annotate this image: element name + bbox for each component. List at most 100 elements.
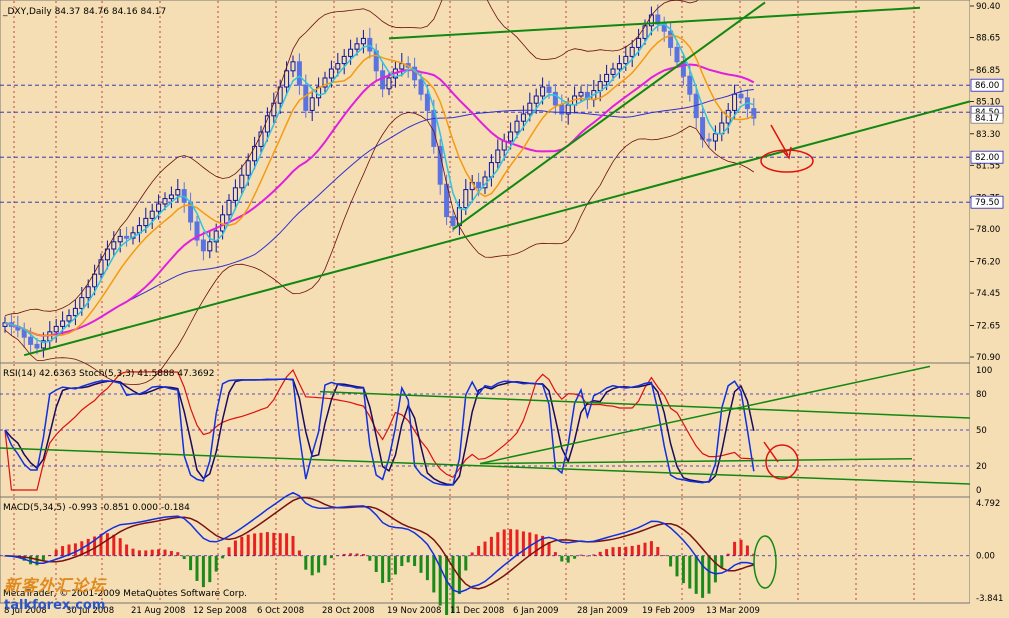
macd-histogram-bar — [688, 555, 692, 589]
macd-histogram-bar — [35, 555, 39, 566]
macd-histogram-bar — [176, 552, 180, 556]
macd-histogram-bar — [739, 539, 743, 556]
candle-body — [463, 189, 469, 209]
macd-histogram-bar — [464, 555, 468, 571]
candle-body — [687, 75, 693, 95]
rsi-line — [4, 368, 754, 491]
candle-body — [98, 259, 104, 275]
macd-histogram-bar — [150, 549, 154, 556]
macd-histogram-bar — [22, 555, 26, 561]
rsi-trend-line — [319, 390, 971, 419]
candle-body — [271, 102, 277, 117]
macd-histogram-bar — [406, 555, 410, 563]
level-tag-box — [970, 150, 1004, 164]
macd-histogram-bar — [509, 529, 513, 556]
candle-body — [636, 37, 642, 48]
price-tick-label: 72.65 — [976, 322, 1000, 332]
macd-histogram-bar — [489, 536, 493, 556]
macd-histogram-bar — [611, 547, 615, 556]
candle-body — [341, 55, 347, 65]
macd-histogram-bar — [278, 533, 282, 556]
macd-histogram-bar — [329, 555, 333, 559]
macd-histogram-bar — [73, 543, 77, 556]
candle-body — [527, 102, 533, 115]
candle-body — [520, 113, 526, 122]
candle-body — [399, 63, 405, 70]
macd-histogram-bar — [579, 554, 583, 556]
candle-body — [124, 235, 130, 239]
macd-histogram-bar — [265, 532, 269, 556]
candle-body — [175, 189, 181, 196]
macd-histogram-bar — [669, 555, 673, 567]
candle-body — [34, 343, 40, 349]
macd-histogram-bar — [105, 533, 109, 556]
macd-histogram-bar — [521, 531, 525, 556]
axis-labels: 90.4088.6586.8585.1083.3081.5579.7578.00… — [4, 2, 1003, 616]
macd-tick-label: 0.00 — [976, 552, 995, 562]
candle-body — [303, 84, 309, 111]
rsi-trend-line — [479, 365, 931, 465]
candle-body — [712, 133, 718, 142]
macd-histogram-bar — [67, 544, 71, 556]
candle-body — [284, 70, 290, 88]
macd-histogram-bar — [483, 541, 487, 556]
macd-histogram-bar — [637, 544, 641, 556]
date-tick-label: 30 Jul 2008 — [66, 606, 114, 616]
candle-body — [104, 248, 110, 261]
date-tick-label: 12 Sep 2008 — [193, 606, 247, 616]
trend-top-line — [388, 6, 921, 40]
candle-body — [700, 117, 706, 140]
rsi-label: RSI(14) 42.6363 Stoch(5,3,3) 41.5888 47.… — [3, 369, 215, 379]
current-price-box — [970, 112, 1004, 124]
candle-body — [437, 145, 443, 185]
macd-histogram-bar — [701, 555, 705, 598]
date-tick-label: 28 Oct 2008 — [322, 606, 375, 616]
macd-histogram-bar — [29, 555, 33, 565]
macd-histogram-bar — [675, 555, 679, 577]
rsi-tick-label: 20 — [976, 462, 987, 472]
candle-body — [117, 235, 123, 243]
candle-body — [738, 93, 744, 99]
macd-histogram-bar — [400, 555, 404, 567]
macd-histogram-bar — [726, 553, 730, 556]
date-tick-label: 11 Dec 2008 — [450, 606, 504, 616]
chart-header: _DXY,Daily 84.37 84.76 84.16 84.17 — [2, 7, 166, 17]
date-tick-label: 21 Aug 2008 — [131, 606, 185, 616]
macd-histogram-bar — [304, 555, 308, 570]
macd-histogram-bar — [291, 535, 295, 556]
macd-histogram-bar — [662, 555, 666, 556]
candle-body — [610, 68, 616, 75]
candle-body — [85, 286, 91, 299]
candle-body — [706, 138, 712, 142]
macd-histogram-bar — [605, 549, 609, 556]
macd-histogram-bar — [137, 550, 141, 556]
macd-histogram-bar — [598, 551, 602, 556]
candle-body — [367, 37, 373, 52]
macd-histogram-bar — [733, 541, 737, 556]
macd-histogram-bar — [547, 541, 551, 556]
candle-body — [546, 86, 552, 93]
date-tick-label: 8 Jul 2008 — [4, 606, 47, 616]
macd-histogram-bar — [438, 555, 442, 606]
trend-rising-line — [452, 1, 766, 231]
macd-histogram-bar — [317, 555, 321, 573]
candle-body — [245, 160, 251, 176]
macd-histogram-bar — [285, 533, 289, 556]
macd-histogram-bar — [189, 555, 193, 571]
candle-body — [309, 97, 315, 111]
macd-histogram-bar — [720, 555, 724, 568]
candle-body — [213, 230, 219, 243]
candle-body — [149, 210, 155, 219]
moving-averages — [4, 0, 755, 386]
candle-body — [655, 14, 661, 25]
candle-body — [559, 104, 565, 115]
macd-histogram-bar — [214, 555, 218, 572]
candle-body — [92, 273, 98, 288]
macd-signal-line — [4, 496, 754, 590]
macd-histogram-bar — [112, 534, 116, 556]
candle-body — [533, 95, 539, 104]
rsi-tick-label: 0 — [976, 486, 981, 496]
macd-histogram-bar — [534, 534, 538, 556]
macd-histogram-bar — [592, 554, 596, 556]
